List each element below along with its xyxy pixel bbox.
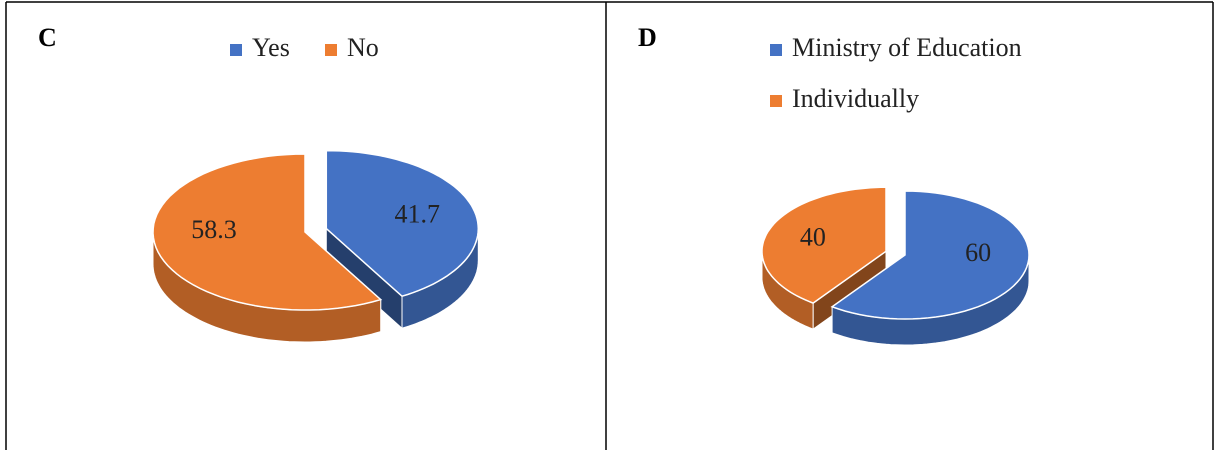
- panel-label: D: [638, 23, 657, 52]
- data-label: 40: [800, 222, 826, 251]
- legend-label: Yes: [252, 33, 290, 62]
- slice: [761, 186, 887, 304]
- slice: [830, 190, 1030, 320]
- slice: [325, 149, 480, 298]
- legend-swatch: [230, 44, 242, 56]
- legend-label: No: [347, 33, 379, 62]
- legend-label: Ministry of Education: [792, 33, 1022, 62]
- data-label: 41.7: [395, 200, 441, 229]
- legend-swatch: [770, 95, 782, 107]
- slice: [152, 153, 383, 311]
- legend-swatch: [325, 44, 337, 56]
- data-label: 58.3: [191, 215, 237, 244]
- data-label: 60: [965, 238, 991, 267]
- panel-label: C: [38, 23, 57, 52]
- legend-swatch: [770, 44, 782, 56]
- legend-label: Individually: [792, 84, 919, 113]
